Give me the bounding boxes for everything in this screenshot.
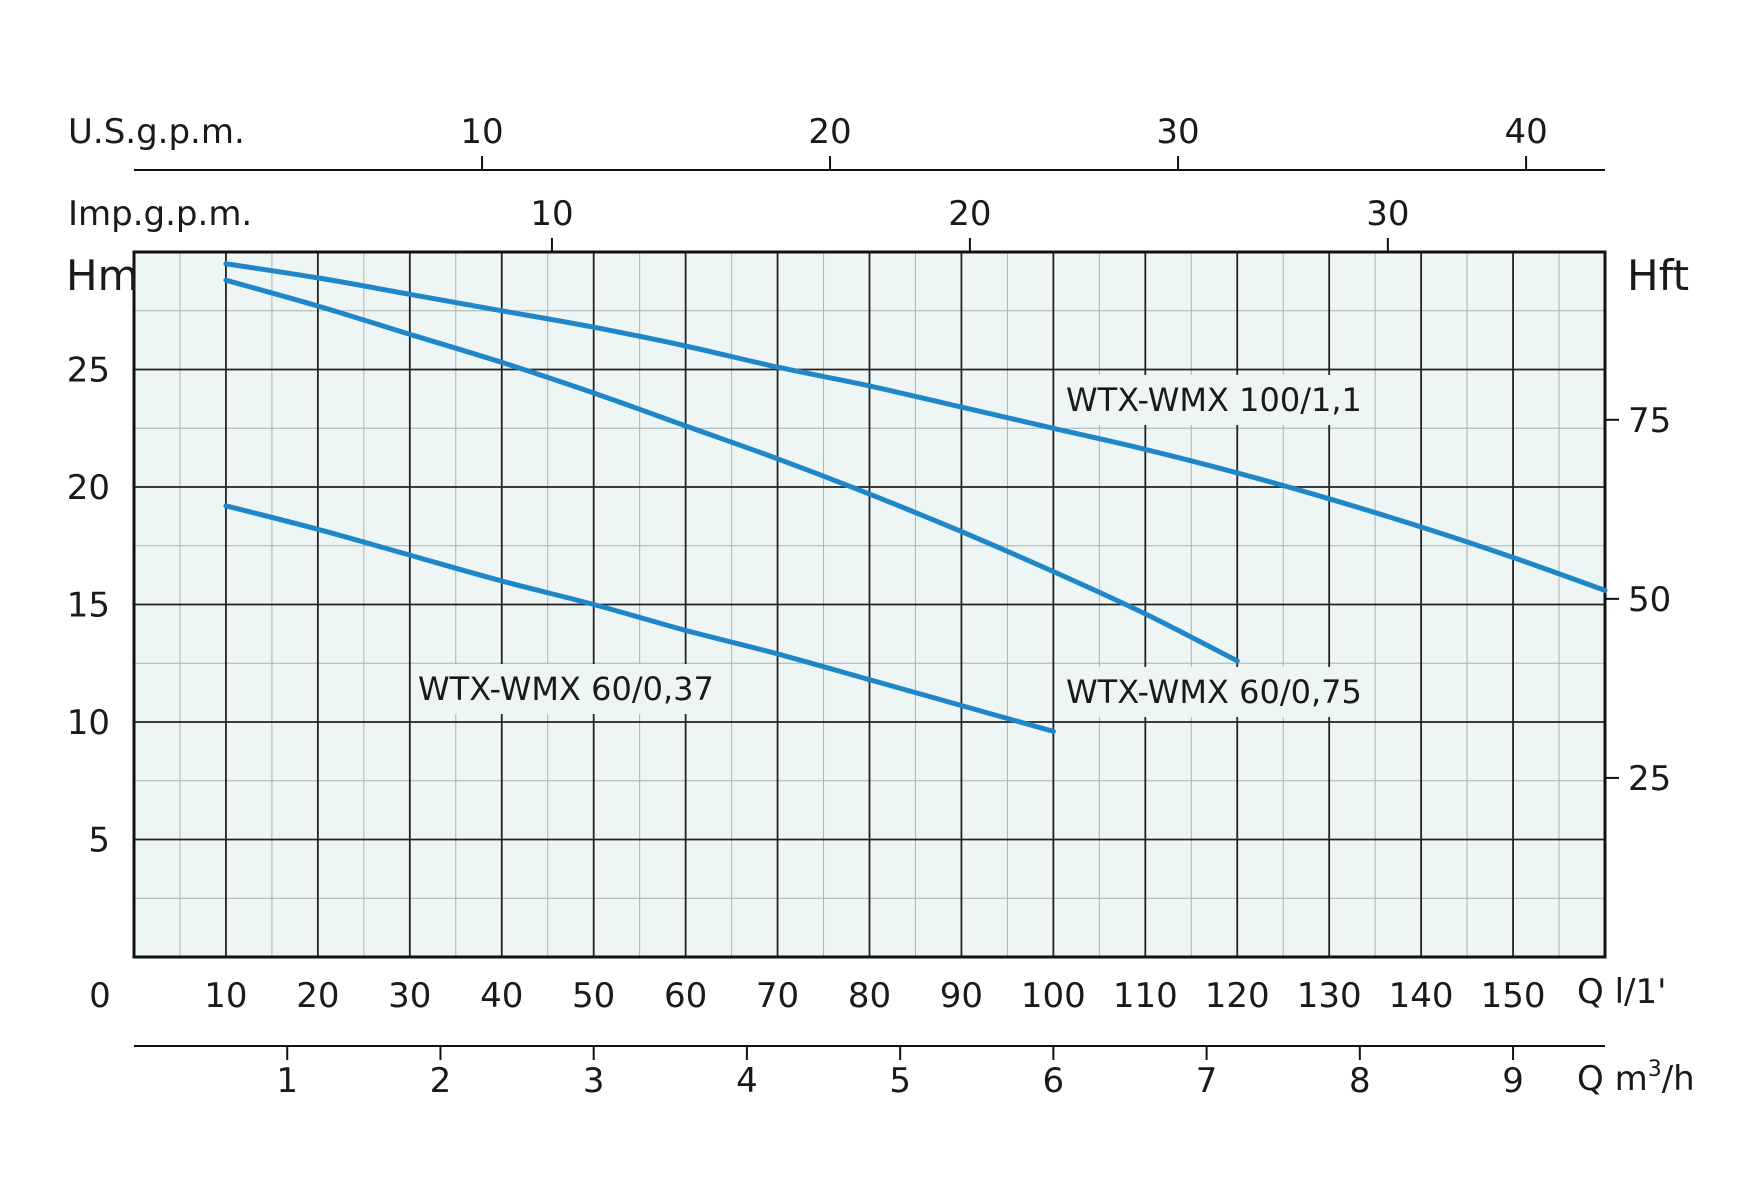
right-tick-label: 75 — [1628, 401, 1671, 441]
bottom-m3h-tick-label: 6 — [1043, 1061, 1065, 1101]
right-tick-label: 50 — [1628, 580, 1671, 620]
bottom-origin-label: 0 — [89, 976, 111, 1016]
series-label-60-0-37: WTX-WMX 60/0,37 — [418, 670, 714, 708]
bottom-m3h-tick-label: 7 — [1196, 1061, 1218, 1101]
bottom-m3h-tick-label: 3 — [583, 1061, 605, 1101]
bottom-lpm-tick-label: 40 — [480, 976, 523, 1016]
bottom-m3h-label-suffix: /h — [1662, 1059, 1695, 1099]
left-tick-label: 20 — [67, 468, 110, 508]
bottom-lpm-axis-label: Q l/1' — [1577, 972, 1666, 1012]
top-us-tick-label: 20 — [808, 112, 851, 152]
bottom-lpm-tick-label: 120 — [1205, 976, 1270, 1016]
bottom-lpm-tick-label: 70 — [756, 976, 799, 1016]
bottom-lpm-tick-label: 150 — [1481, 976, 1546, 1016]
left-tick-label: 5 — [88, 821, 110, 861]
plot-frame — [132, 250, 1607, 959]
top-us-tick-label: 40 — [1504, 112, 1547, 152]
bottom-m3h-tick-label: 1 — [276, 1061, 298, 1101]
left-tick-label: 15 — [67, 586, 110, 626]
left-tick-label: 25 — [67, 351, 110, 391]
bottom-lpm-tick-label: 110 — [1113, 976, 1178, 1016]
bottom-m3h-tick-label: 4 — [736, 1061, 758, 1101]
series-label-100-1-1: WTX-WMX 100/1,1 — [1066, 381, 1362, 419]
top-imp-tick-label: 20 — [948, 194, 991, 234]
bottom-lpm-tick-label: 30 — [388, 976, 431, 1016]
right-tick-label: 25 — [1628, 759, 1671, 799]
series-line-2 — [223, 277, 1240, 664]
bottom-lpm-tick-label: 130 — [1297, 976, 1362, 1016]
bottom-lpm-tick-label: 80 — [848, 976, 891, 1016]
top-imp-tick-label: 10 — [530, 194, 573, 234]
bottom-lpm-tick-label: 50 — [572, 976, 615, 1016]
series-label-bg-100-1-1 — [1060, 375, 1370, 425]
bottom-m3h-axis-label: Q m3/h — [1577, 1057, 1695, 1099]
top-imp-axis-label: Imp.g.p.m. — [68, 194, 252, 234]
bottom-m3h-tick-label: 2 — [430, 1061, 452, 1101]
left-axis-label: Hm — [66, 251, 139, 300]
top-us-tick-label: 10 — [460, 112, 503, 152]
series-lines — [223, 261, 1608, 734]
bottom-m3h-label-sup: 3 — [1648, 1057, 1662, 1082]
top-imp-tick-label: 30 — [1366, 194, 1409, 234]
series-line-3 — [223, 503, 1056, 734]
major-grid — [134, 252, 1605, 957]
top-us-tick-label: 30 — [1156, 112, 1199, 152]
tick-marks — [286, 156, 1619, 1060]
bottom-lpm-tick-label: 90 — [940, 976, 983, 1016]
bottom-m3h-tick-label: 8 — [1349, 1061, 1371, 1101]
series-label-bg-60-0-75 — [1060, 667, 1370, 717]
left-tick-label: 10 — [67, 703, 110, 743]
bottom-m3h-label-prefix: Q m — [1577, 1059, 1648, 1099]
bottom-m3h-tick-label: 9 — [1502, 1061, 1524, 1101]
bottom-lpm-tick-label: 100 — [1021, 976, 1086, 1016]
bottom-lpm-tick-label: 140 — [1389, 976, 1454, 1016]
series-label-60-0-75: WTX-WMX 60/0,75 — [1066, 673, 1362, 711]
series-line-1 — [223, 261, 1608, 593]
bottom-m3h-tick-label: 5 — [889, 1061, 911, 1101]
bottom-lpm-tick-label: 20 — [296, 976, 339, 1016]
bottom-lpm-tick-label: 60 — [664, 976, 707, 1016]
right-axis-label: Hft — [1627, 251, 1689, 300]
top-us-axis-label: U.S.g.p.m. — [68, 112, 245, 152]
series-label-bg-60-0-37 — [412, 664, 722, 714]
bottom-lpm-tick-label: 10 — [204, 976, 247, 1016]
